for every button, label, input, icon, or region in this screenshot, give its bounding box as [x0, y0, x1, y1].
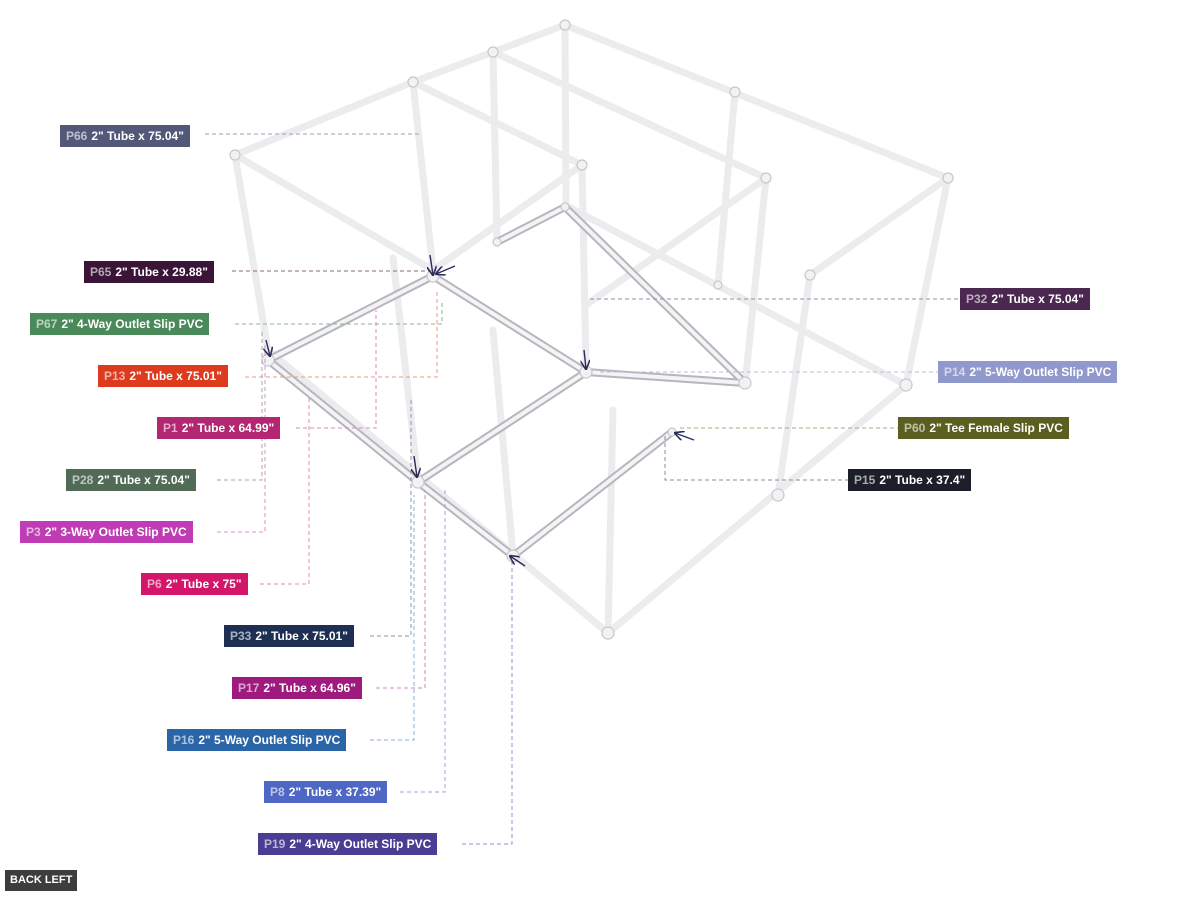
label-p13: P13 2" Tube x 75.01"	[98, 365, 228, 387]
label-p15: P15 2" Tube x 37.4"	[848, 469, 972, 491]
label-p8: P8 2" Tube x 37.39"	[264, 781, 388, 803]
label-p14: P14 2" 5-Way Outlet Slip PVC	[938, 361, 1118, 383]
label-p19: P19 2" 4-Way Outlet Slip PVC	[258, 833, 438, 855]
label-p60: P60 2" Tee Female Slip PVC	[898, 417, 1069, 439]
label-p33: P33 2" Tube x 75.01"	[224, 625, 354, 647]
back-left-view-button[interactable]: BACK LEFT	[5, 870, 78, 891]
arrow-icon	[266, 254, 695, 567]
label-p1: P1 2" Tube x 64.99"	[157, 417, 281, 439]
label-p3: P3 2" 3-Way Outlet Slip PVC	[20, 521, 193, 543]
leader-lines	[205, 133, 960, 845]
label-p28: P28 2" Tube x 75.04"	[66, 469, 196, 491]
label-p65: P65 2" Tube x 29.88"	[84, 261, 214, 283]
base-frame	[264, 203, 749, 560]
faded-frame	[231, 21, 952, 637]
label-p16: P16 2" 5-Way Outlet Slip PVC	[167, 729, 347, 751]
label-p66: P66 2" Tube x 75.04"	[60, 125, 190, 147]
label-p67: P67 2" 4-Way Outlet Slip PVC	[30, 313, 210, 335]
label-p32: P32 2" Tube x 75.04"	[960, 288, 1090, 310]
label-p17: P17 2" Tube x 64.96"	[232, 677, 362, 699]
label-p6: P6 2" Tube x 75"	[141, 573, 248, 595]
